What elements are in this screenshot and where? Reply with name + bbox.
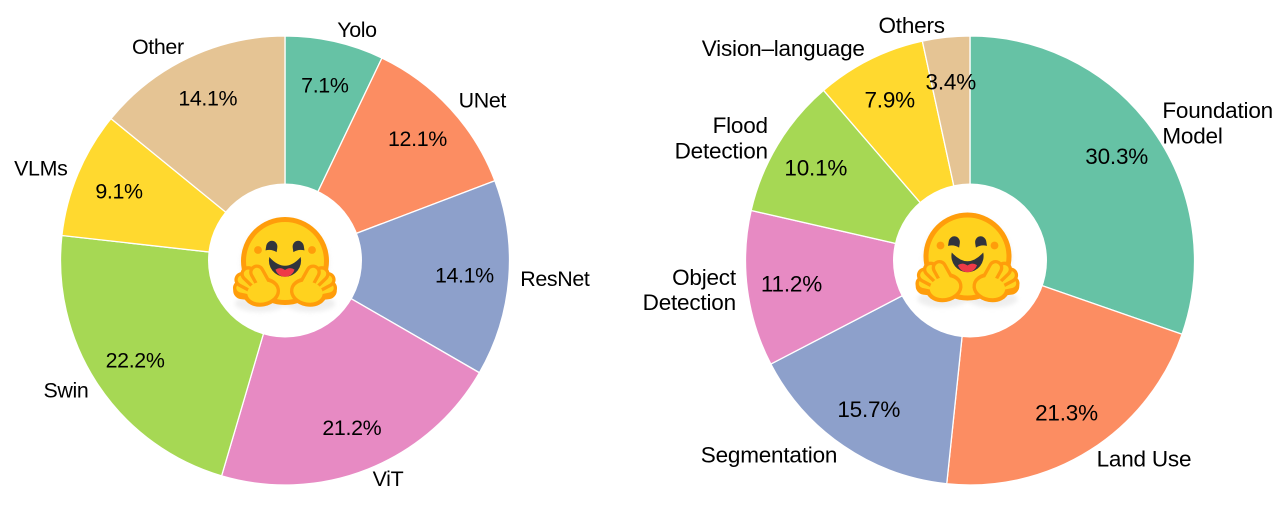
svg-text:Vision–language: Vision–language bbox=[702, 36, 865, 61]
svg-text:7.1%: 7.1% bbox=[301, 74, 349, 98]
svg-text:3.4%: 3.4% bbox=[926, 69, 977, 94]
svg-text:11.2%: 11.2% bbox=[761, 271, 822, 296]
svg-text:VLMs: VLMs bbox=[14, 157, 67, 181]
svg-text:14.1%: 14.1% bbox=[435, 263, 494, 287]
svg-text:Swin: Swin bbox=[43, 379, 88, 403]
svg-text:Yolo: Yolo bbox=[337, 18, 376, 42]
svg-text:10.1%: 10.1% bbox=[784, 155, 847, 180]
svg-text:30.3%: 30.3% bbox=[1085, 144, 1148, 169]
svg-text:15.7%: 15.7% bbox=[837, 397, 900, 422]
svg-text:Others: Others bbox=[878, 13, 944, 38]
svg-text:Object: Object bbox=[672, 265, 737, 290]
svg-text:Segmentation: Segmentation bbox=[701, 443, 837, 468]
svg-text:ViT: ViT bbox=[373, 467, 404, 491]
svg-text:21.3%: 21.3% bbox=[1035, 400, 1098, 425]
svg-text:Model: Model bbox=[1162, 123, 1222, 148]
svg-text:12.1%: 12.1% bbox=[388, 127, 447, 151]
svg-text:ResNet: ResNet bbox=[520, 267, 590, 291]
svg-text:Detection: Detection bbox=[675, 138, 768, 163]
svg-text:Detection: Detection bbox=[643, 290, 736, 315]
svg-text:Other: Other bbox=[132, 35, 184, 59]
svg-text:Foundation: Foundation bbox=[1162, 98, 1273, 123]
svg-text:21.2%: 21.2% bbox=[322, 416, 381, 440]
svg-text:9.1%: 9.1% bbox=[95, 179, 143, 203]
svg-text:7.9%: 7.9% bbox=[864, 87, 915, 112]
svg-text:Land Use: Land Use bbox=[1097, 447, 1192, 472]
svg-text:Flood: Flood bbox=[713, 113, 768, 138]
svg-text:UNet: UNet bbox=[459, 88, 507, 112]
svg-text:22.2%: 22.2% bbox=[106, 349, 165, 373]
svg-text:14.1%: 14.1% bbox=[178, 86, 237, 110]
